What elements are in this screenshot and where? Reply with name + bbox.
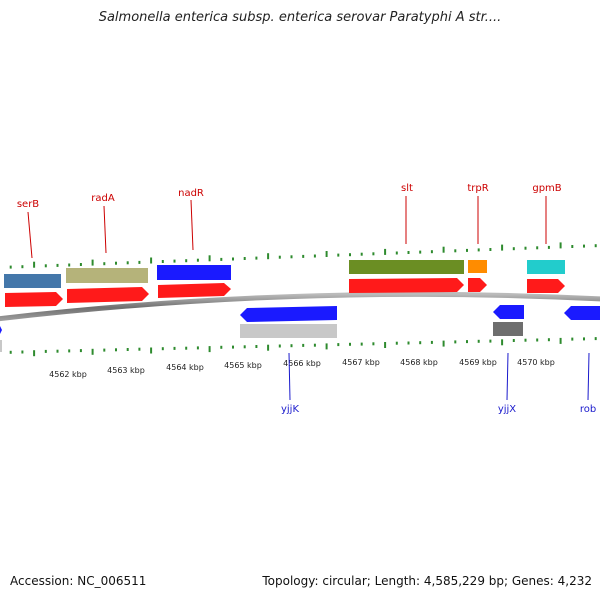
cds-yjjX-arrow[interactable]	[493, 305, 524, 319]
accession-text: Accession: NC_006511	[10, 574, 147, 588]
forward-feature-lane	[4, 260, 565, 288]
kbp-label: 4569 kbp	[459, 358, 497, 367]
gene-label-yjjX[interactable]: yjjX	[498, 404, 516, 415]
kbp-label: 4562 kbp	[49, 370, 87, 379]
forward-cds-lane	[5, 278, 565, 307]
leader-line	[27, 211, 33, 259]
leader-line	[587, 352, 590, 401]
kbp-label: 4565 kbp	[224, 361, 262, 370]
leader-line	[190, 199, 194, 251]
gene-label-gpmB[interactable]: gpmB	[532, 183, 561, 194]
kbp-label: 4570 kbp	[517, 358, 555, 367]
gene-left-edge-box[interactable]	[0, 340, 2, 352]
cds-slt-arrow[interactable]	[349, 278, 464, 293]
gene-gpmB-box[interactable]	[527, 260, 565, 274]
reverse-feature-lane	[0, 322, 523, 352]
cds-gpmB-arrow[interactable]	[527, 279, 565, 293]
gene-label-radA[interactable]: radA	[91, 193, 115, 204]
kbp-label: 4564 kbp	[166, 363, 204, 372]
cds-serB-arrow[interactable]	[5, 292, 63, 307]
gene-yjjX-box[interactable]	[493, 322, 523, 336]
reverse-cds-lane	[0, 305, 600, 334]
cds-trpR-arrow[interactable]	[468, 278, 487, 292]
gene-serB-box[interactable]	[4, 274, 61, 288]
gene-yjjK-box[interactable]	[240, 324, 337, 338]
cds-radA-arrow[interactable]	[67, 287, 149, 303]
genome-backbone	[0, 291, 600, 322]
gene-label-rob[interactable]: rob	[580, 404, 596, 415]
leader-line	[288, 352, 291, 401]
outer-tick-row	[9, 242, 597, 269]
cds-left-edge-arrow[interactable]	[0, 326, 2, 334]
gene-slt-box[interactable]	[349, 260, 464, 274]
gene-nadR-box[interactable]	[157, 265, 231, 280]
cds-yjjK-arrow[interactable]	[240, 306, 337, 322]
gene-radA-box[interactable]	[66, 268, 148, 283]
reverse-gene-labels: yjjK yjjX rob	[281, 352, 596, 415]
gene-label-slt[interactable]: slt	[401, 183, 413, 194]
leader-line	[103, 205, 107, 254]
gene-label-yjjK[interactable]: yjjK	[281, 404, 299, 415]
leader-line	[506, 352, 509, 401]
kbp-label: 4568 kbp	[400, 358, 438, 367]
forward-gene-labels: serB radA nadR slt trpR gpmB	[17, 183, 562, 259]
cds-nadR-arrow[interactable]	[158, 283, 231, 298]
gene-label-serB[interactable]: serB	[17, 199, 39, 210]
inner-tick-row	[9, 337, 597, 357]
kbp-scale: 4562 kbp 4563 kbp 4564 kbp 4565 kbp 4566…	[49, 358, 555, 379]
gene-label-nadR[interactable]: nadR	[178, 188, 204, 199]
cds-rob-arrow[interactable]	[564, 306, 600, 320]
gene-label-trpR[interactable]: trpR	[467, 183, 488, 194]
kbp-label: 4563 kbp	[107, 366, 145, 375]
kbp-label: 4566 kbp	[283, 359, 321, 368]
topology-summary-text: Topology: circular; Length: 4,585,229 bp…	[262, 574, 592, 588]
kbp-label: 4567 kbp	[342, 358, 380, 367]
gene-trpR-box[interactable]	[468, 260, 487, 273]
page-title: Salmonella enterica subsp. enterica sero…	[98, 10, 502, 25]
